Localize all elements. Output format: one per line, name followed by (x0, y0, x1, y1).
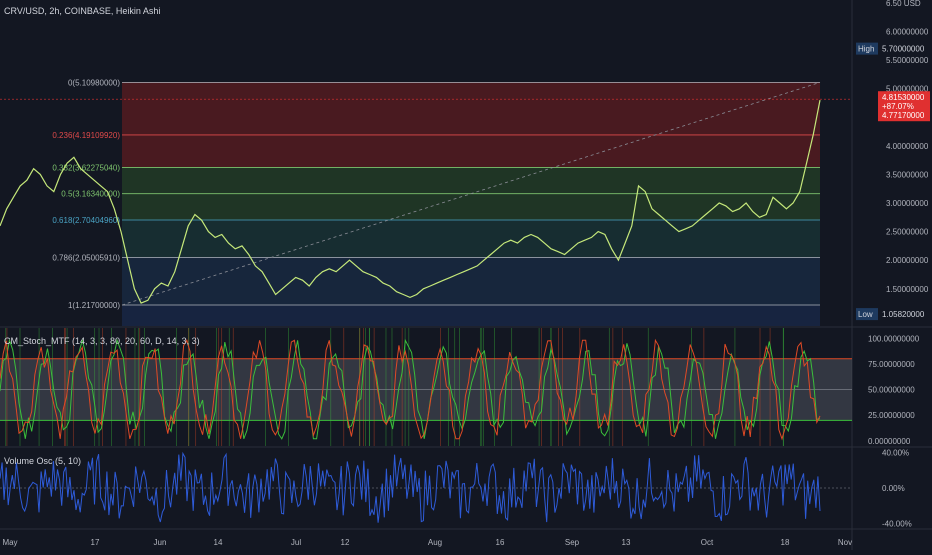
time-axis-tick: 13 (622, 538, 631, 547)
fib-zone (122, 82, 820, 135)
stoch-axis-tick: 0.00000000 (868, 437, 911, 446)
last-price-value: 4.81530000 (882, 93, 925, 102)
low-value-label: 1.05820000 (882, 310, 925, 319)
fib-zone (122, 257, 820, 306)
price-axis-tick: 2.50000000 (886, 228, 929, 237)
fib-level-label: 0.5(3.16340000) (61, 190, 120, 199)
high-badge-label: High (858, 45, 874, 54)
time-axis-tick: Nov (838, 538, 852, 547)
fib-level-label: 0(5.10980000) (68, 78, 120, 87)
low-badge-label: Low (858, 310, 873, 319)
high-badge (856, 42, 878, 55)
fib-zone-bottom (122, 305, 820, 326)
volume-osc-line (0, 451, 821, 523)
price-axis-tick: 3.50000000 (886, 170, 929, 179)
fib-level-label: 0.786(2.05005910) (52, 253, 120, 262)
last-price-prev: 4.77170000 (882, 111, 925, 120)
low-badge (856, 308, 878, 321)
volume-osc-title[interactable]: Volume Osc (5, 10) (4, 456, 82, 466)
time-axis-tick: 14 (214, 538, 223, 547)
price-axis-tick: 4.00000000 (886, 142, 929, 151)
fib-level-label: 0.618(2.70404960) (52, 216, 120, 225)
time-axis-tick: Aug (428, 538, 442, 547)
price-axis-tick: 3.00000000 (886, 199, 929, 208)
price-axis-tick: 6.00000000 (886, 27, 929, 36)
price-axis-tick: 1.50000000 (886, 285, 929, 294)
time-axis-tick: Oct (701, 538, 714, 547)
stoch-axis-tick: 50.00000000 (868, 386, 915, 395)
time-axis-tick: Sep (565, 538, 580, 547)
stoch-axis-tick: 75.00000000 (868, 360, 915, 369)
time-axis-tick: Jun (154, 538, 167, 547)
time-axis-tick: 17 (91, 538, 100, 547)
fib-level-label: 0.382(3.62275040) (52, 163, 120, 172)
fib-level-label: 0.236(4.19109920) (52, 131, 120, 140)
price-axis-tick: 5.50000000 (886, 56, 929, 65)
last-price-change: +87.07% (882, 102, 914, 111)
fib-zone (122, 219, 820, 258)
volume-axis-tick: -40.00% (882, 520, 912, 529)
stoch-d-line (0, 338, 821, 441)
fib-level-label: 1(1.21700000) (68, 301, 120, 310)
time-axis-tick: 12 (341, 538, 350, 547)
price-axis-tick: 6.50 USD (886, 0, 921, 8)
volume-axis-tick: 0.00% (882, 484, 905, 493)
high-value-label: 5.70000000 (882, 45, 925, 54)
stoch-indicator-title[interactable]: CM_Stoch_MTF (14, 3, 3, 80, 20, 60, D, 1… (4, 336, 200, 346)
price-axis-tick: 5.00000000 (886, 85, 929, 94)
fib-trend-line (121, 81, 821, 306)
symbol-title[interactable]: CRV/USD, 2h, COINBASE, Heikin Ashi (4, 6, 161, 16)
time-axis-tick: May (2, 538, 17, 547)
fib-zone (122, 134, 820, 168)
time-axis-tick: 18 (781, 538, 790, 547)
stoch-axis-tick: 100.00000000 (868, 334, 920, 343)
volume-axis-tick: 40.00% (882, 448, 909, 457)
time-axis-tick: Jul (291, 538, 301, 547)
price-axis-tick: 2.00000000 (886, 256, 929, 265)
time-axis-tick: 16 (496, 538, 505, 547)
fib-zone (122, 167, 820, 194)
price-series-line (0, 99, 821, 304)
last-price-box (878, 91, 930, 122)
stoch-axis-tick: 25.00000000 (868, 411, 915, 420)
